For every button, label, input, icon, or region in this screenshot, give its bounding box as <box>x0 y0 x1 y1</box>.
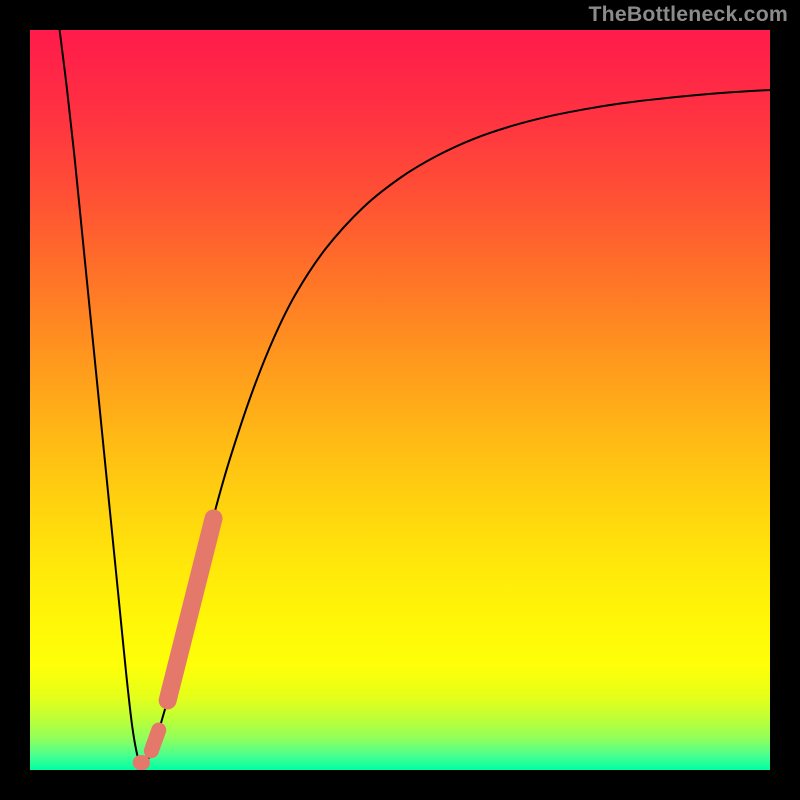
bottleneck-curve-chart <box>0 0 800 800</box>
watermark-text: TheBottleneck.com <box>588 2 788 27</box>
highlight-segment <box>151 730 158 751</box>
plot-background <box>30 30 770 770</box>
chart-stage: TheBottleneck.com <box>0 0 800 800</box>
